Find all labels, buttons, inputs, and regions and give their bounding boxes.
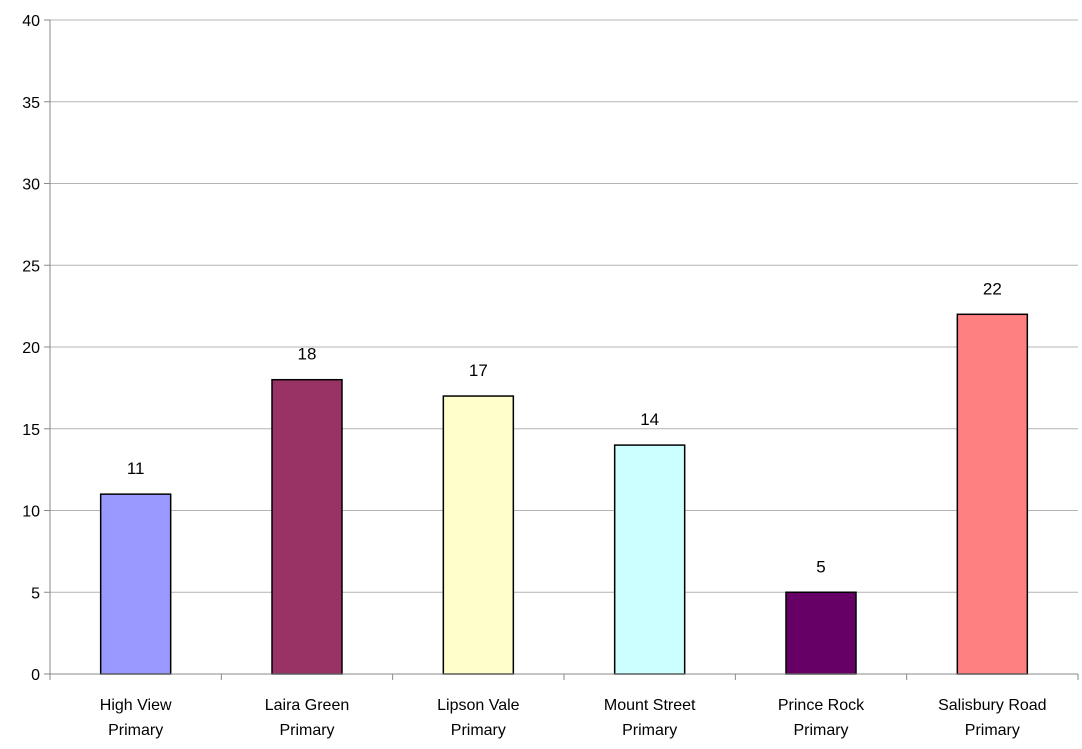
y-tick-label: 20 xyxy=(22,340,40,357)
data-label: 5 xyxy=(816,557,825,576)
category-label: Lipson Vale Primary xyxy=(437,697,520,739)
y-tick-label: 35 xyxy=(22,95,40,112)
y-tick-labels: 0 5 10 15 20 25 30 35 40 xyxy=(22,13,40,684)
category-label: Prince Rock Primary xyxy=(778,697,865,739)
category-label-line: Primary xyxy=(451,722,506,739)
bar xyxy=(442,395,515,675)
data-label: 17 xyxy=(469,361,488,380)
category-label: High View Primary xyxy=(100,697,172,739)
bar xyxy=(271,378,343,675)
category-label-line: High View xyxy=(100,697,172,714)
data-label: 11 xyxy=(127,459,145,478)
category-label: Laira Green Primary xyxy=(265,697,350,739)
category-label-line: Prince Rock xyxy=(778,697,865,714)
y-tick-label: 25 xyxy=(22,258,40,275)
category-label-line: Primary xyxy=(279,722,334,739)
data-label: 18 xyxy=(298,345,317,364)
data-label: 14 xyxy=(640,410,659,429)
category-label-line: Salisbury Road xyxy=(938,697,1047,714)
y-tick-label: 30 xyxy=(22,177,40,194)
category-label: Salisbury Road Primary xyxy=(938,697,1047,739)
y-tick-label: 10 xyxy=(22,504,40,521)
bar xyxy=(785,591,857,675)
bars xyxy=(99,313,1029,675)
data-labels: 11 18 17 14 5 22 xyxy=(127,279,1002,576)
category-label-line: Laira Green xyxy=(265,697,350,714)
axes xyxy=(44,19,1079,680)
category-label-line: Lipson Vale xyxy=(437,697,520,714)
bar xyxy=(613,444,686,675)
y-tick-label: 0 xyxy=(31,667,40,684)
category-label: Mount Street Primary xyxy=(604,697,696,739)
category-label-line: Primary xyxy=(108,722,163,739)
category-label-line: Mount Street xyxy=(604,697,696,714)
bar xyxy=(956,313,1029,675)
y-tick-label: 15 xyxy=(22,422,40,439)
y-tick-label: 40 xyxy=(22,13,40,30)
category-label-line: Primary xyxy=(793,722,848,739)
gridlines xyxy=(50,19,1078,593)
data-label: 22 xyxy=(983,279,1002,298)
category-label-line: Primary xyxy=(622,722,677,739)
bar xyxy=(99,493,172,675)
category-label-line: Primary xyxy=(965,722,1020,739)
y-tick-label: 5 xyxy=(31,585,40,602)
